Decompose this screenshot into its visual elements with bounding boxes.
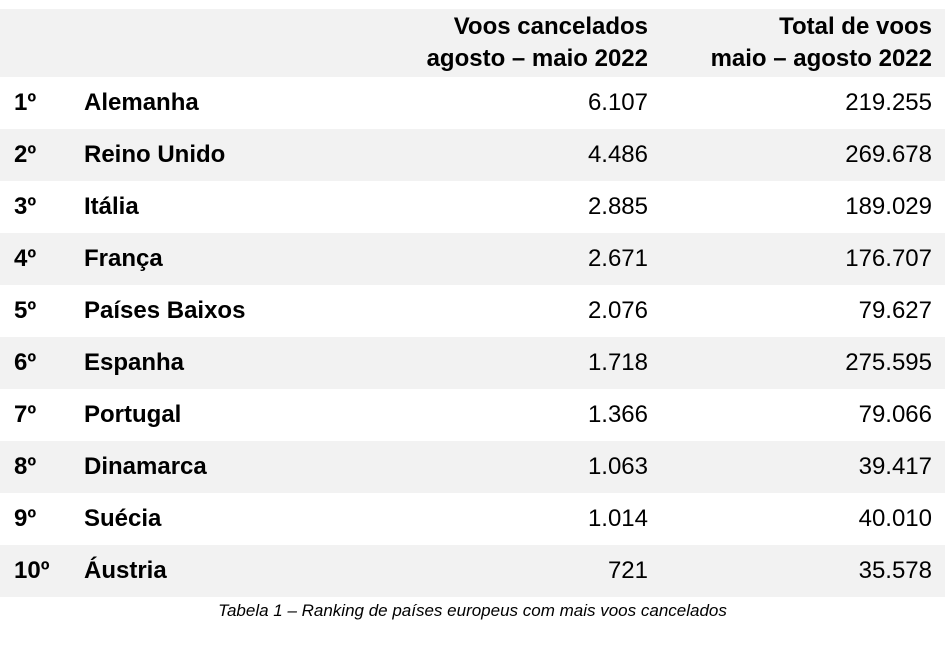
header-line: Voos cancelados [453,13,648,40]
rank-cell: 4º [14,245,37,272]
header-total-flights: Total de voos maio – agosto 2022 [711,11,932,75]
table-row: 6º Espanha 1.718 275.595 [0,337,945,389]
country-cell: Dinamarca [84,453,207,480]
table-caption: Tabela 1 – Ranking de países europeus co… [218,601,727,620]
cancelled-cell: 1.718 [587,349,648,376]
header-line: maio – agosto 2022 [710,45,932,72]
table-row: 5º Países Baixos 2.076 79.627 [0,285,945,337]
table-row: 2º Reino Unido 4.486 269.678 [0,129,945,181]
rank-cell: 8º [14,453,37,480]
total-cell: 176.707 [845,245,932,272]
total-cell: 219.255 [845,89,932,116]
total-cell: 275.595 [845,349,932,376]
cancelled-cell: 1.366 [587,401,648,428]
cancelled-cell: 1.063 [587,453,648,480]
table-row: 3º Itália 2.885 189.029 [0,181,945,233]
table-row: 4º França 2.671 176.707 [0,233,945,285]
country-cell: Países Baixos [84,297,246,324]
rank-cell: 7º [14,401,37,428]
rank-cell: 5º [14,297,37,324]
cancelled-cell: 2.671 [587,245,648,272]
total-cell: 35.578 [858,557,932,584]
table-row: 7º Portugal 1.366 79.066 [0,389,945,441]
cancelled-cell: 1.014 [587,505,648,532]
cancelled-cell: 6.107 [587,89,648,116]
total-cell: 269.678 [845,141,932,168]
country-cell: Suécia [84,505,162,532]
total-cell: 189.029 [845,193,932,220]
cancelled-cell: 2.885 [587,193,648,220]
rank-cell: 3º [14,193,37,220]
table-row: 9º Suécia 1.014 40.010 [0,493,945,545]
total-cell: 40.010 [858,505,932,532]
country-cell: Espanha [84,349,185,376]
country-cell: Alemanha [84,89,199,116]
country-cell: França [84,245,163,272]
header-line: Total de voos [779,13,932,40]
header-cancelled-flights: Voos cancelados agosto – maio 2022 [427,11,648,75]
rank-cell: 1º [14,89,37,116]
rank-cell: 10º [14,557,50,584]
rank-cell: 9º [14,505,37,532]
table-row: 1º Alemanha 6.107 219.255 [0,77,945,129]
rank-cell: 2º [14,141,37,168]
table-header: Voos cancelados agosto – maio 2022 Total… [0,9,945,77]
country-cell: Áustria [84,557,167,584]
rank-cell: 6º [14,349,37,376]
header-line: agosto – maio 2022 [426,45,648,72]
country-cell: Reino Unido [84,141,226,168]
table-row: 10º Áustria 721 35.578 [0,545,945,597]
total-cell: 79.066 [858,401,932,428]
country-cell: Portugal [84,401,182,428]
total-cell: 39.417 [858,453,932,480]
ranking-table: Voos cancelados agosto – maio 2022 Total… [0,9,945,597]
cancelled-cell: 2.076 [587,297,648,324]
table-row: 8º Dinamarca 1.063 39.417 [0,441,945,493]
cancelled-cell: 4.486 [587,141,648,168]
total-cell: 79.627 [858,297,932,324]
cancelled-cell: 721 [607,557,648,584]
country-cell: Itália [84,193,139,220]
